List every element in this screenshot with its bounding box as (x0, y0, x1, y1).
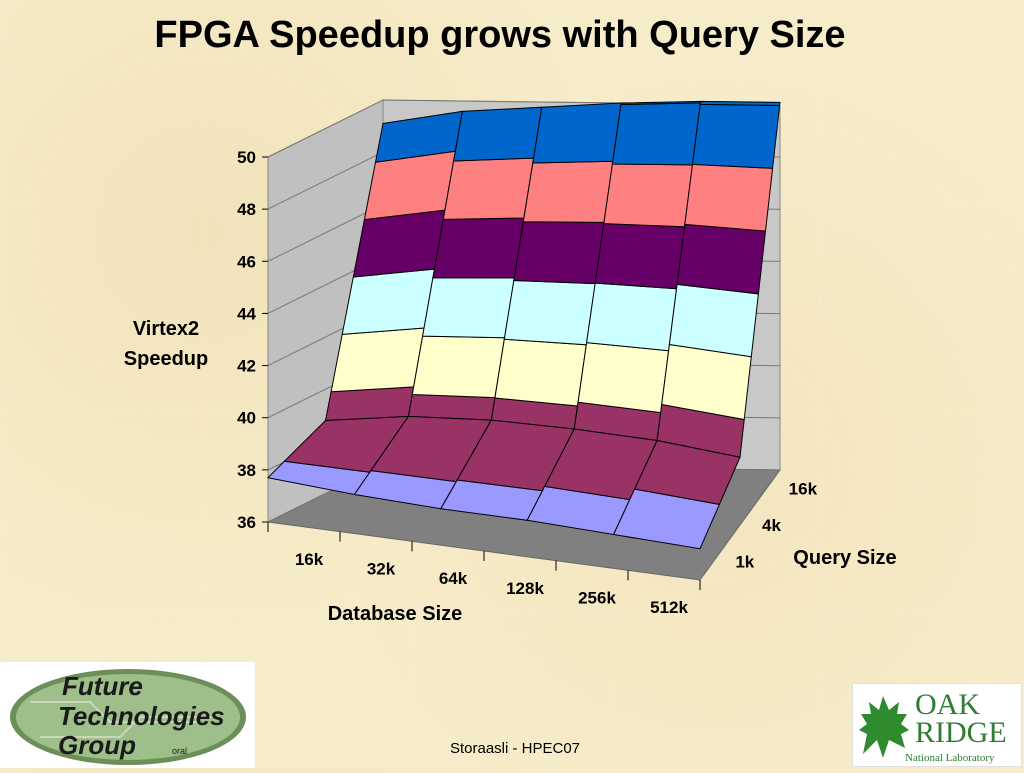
chart-axis-labels: 36 38 40 42 44 46 48 50 16k 32k 64k 128k 256k 512k 1k 4… (124, 148, 897, 625)
surface-cell (522, 160, 614, 223)
ftg-logo-line3: Group (58, 730, 136, 760)
surface-cell (532, 102, 622, 164)
surface-cell (422, 277, 515, 339)
surface-cell (407, 393, 496, 421)
surface-cell (603, 163, 694, 228)
oak-ridge-logo: OAK RIDGE National Laboratory (852, 683, 1022, 767)
ornl-logo-line3: National Laboratory (905, 752, 995, 764)
z-tick-label: 16k (789, 479, 818, 498)
surface-cell (691, 103, 781, 169)
y-tick-label: 46 (237, 252, 256, 271)
surface-cell (411, 335, 506, 399)
x-tick-label: 32k (367, 560, 396, 579)
surface-cell (676, 223, 767, 295)
surface-cell (452, 106, 543, 162)
surface-cell (341, 268, 436, 335)
ftg-logo-line1: Future (62, 671, 143, 701)
y-tick-label: 40 (237, 409, 256, 428)
surface-cell (324, 386, 415, 422)
y-tick-label: 36 (237, 513, 256, 532)
x-tick-label: 512k (650, 598, 688, 617)
y-tick-label: 44 (237, 304, 256, 323)
surface-cell (594, 223, 686, 290)
surface-cell (330, 327, 425, 393)
surface-cell (494, 338, 587, 407)
x-tick-label: 64k (439, 569, 468, 588)
slide-footer: Storaasli - HPEC07 (449, 740, 581, 757)
surface-cell (699, 100, 781, 107)
surface-cell (513, 221, 605, 285)
z-tick-label: 1k (735, 553, 754, 572)
x-axis-title: Database Size (328, 603, 463, 625)
surface-cell (352, 209, 446, 278)
ftg-logo-line2: Technologies (58, 701, 225, 731)
z-axis-title: Query Size (793, 547, 896, 569)
y-tick-label: 42 (237, 357, 256, 376)
oak-leaf-icon (859, 696, 909, 758)
surface-cell (684, 163, 774, 232)
surface-cell (633, 439, 741, 505)
surface-cell (577, 342, 670, 414)
y-tick-label: 50 (237, 148, 256, 167)
y-tick-label: 38 (237, 461, 256, 480)
z-tick-label: 4k (762, 516, 781, 535)
y-tick-label: 48 (237, 200, 256, 219)
x-tick-label: 128k (506, 579, 544, 598)
ornl-logo-line2: RIDGE (915, 716, 1007, 749)
surface-cell (442, 157, 535, 220)
ornl-logo-line1: OAK (915, 688, 980, 721)
surface-cell (668, 283, 759, 358)
x-tick-label: 16k (295, 550, 324, 569)
y-axis-title: Virtex2 Speedup (124, 318, 208, 370)
surface-cell (503, 279, 596, 346)
x-tick-label: 256k (578, 589, 616, 608)
surface-cell (611, 102, 701, 166)
chart-surface (266, 100, 781, 550)
slide-title: FPGA Speedup grows with Query Size (154, 14, 846, 56)
surface-cell (586, 282, 678, 352)
surface-cell (432, 217, 525, 279)
ftg-logo-tag: oral (172, 746, 187, 756)
future-technologies-group-logo: Future Technologies Group oral (0, 662, 255, 768)
